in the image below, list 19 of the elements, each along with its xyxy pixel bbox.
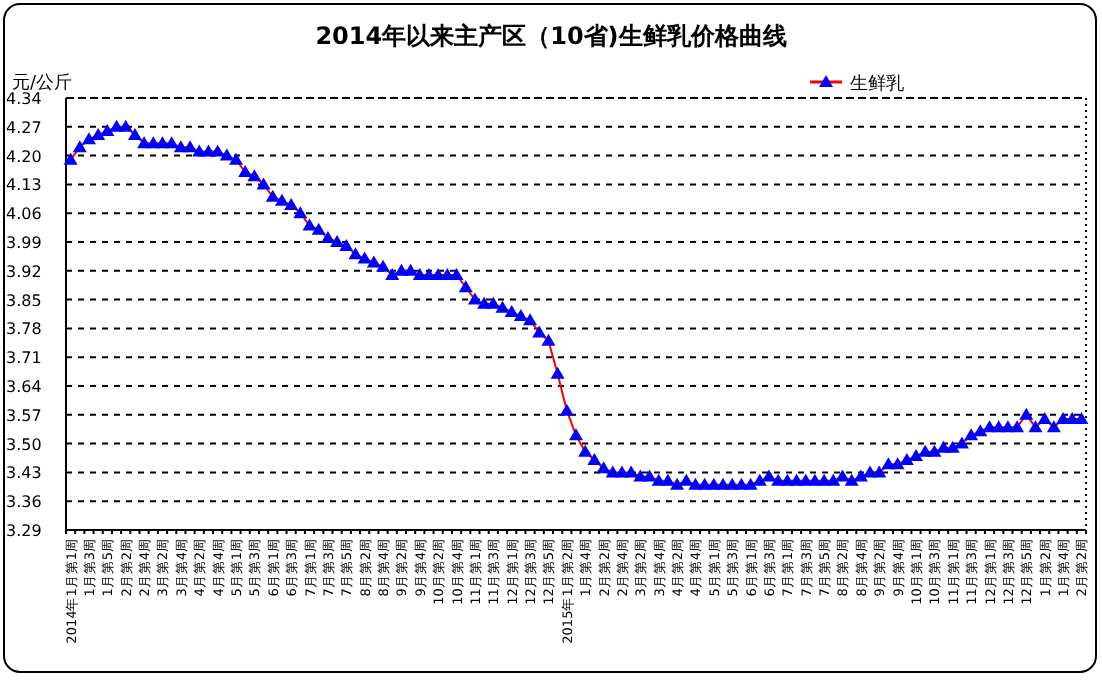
y-tick-label: 3.99 — [6, 234, 42, 252]
y-tick-label: 4.34 — [6, 90, 42, 108]
y-tick-label: 4.20 — [6, 147, 42, 166]
y-tick-label: 3.29 — [6, 522, 42, 540]
y-tick-label: 3.43 — [6, 464, 42, 483]
y-tick-label: 4.13 — [6, 176, 42, 195]
y-tick-label: 3.36 — [6, 493, 42, 512]
y-tick-label: 3.78 — [6, 320, 42, 339]
legend-label: 生鲜乳 — [850, 73, 904, 95]
y-tick-label: 3.71 — [6, 349, 42, 368]
y-tick-label: 3.50 — [6, 435, 42, 454]
y-tick-label: 3.92 — [6, 262, 42, 281]
y-tick-label: 3.57 — [6, 406, 42, 425]
y-axis-title: 元/公斤 — [12, 72, 73, 94]
chart-title: 2014年以来主产区（10省)生鲜乳价格曲线 — [315, 22, 787, 50]
y-tick-label: 3.64 — [6, 378, 42, 396]
y-tick-label: 4.27 — [6, 118, 42, 137]
y-tick-label: 4.06 — [6, 205, 42, 224]
y-tick-label: 3.85 — [6, 291, 42, 310]
